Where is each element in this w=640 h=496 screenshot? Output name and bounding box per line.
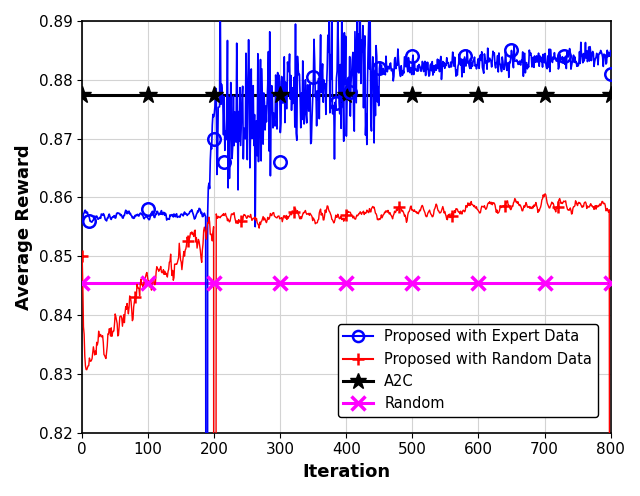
X-axis label: Iteration: Iteration (302, 463, 390, 481)
Legend: Proposed with Expert Data, Proposed with Random Data, A2C, Random: Proposed with Expert Data, Proposed with… (338, 324, 598, 417)
Y-axis label: Average Reward: Average Reward (15, 144, 33, 310)
